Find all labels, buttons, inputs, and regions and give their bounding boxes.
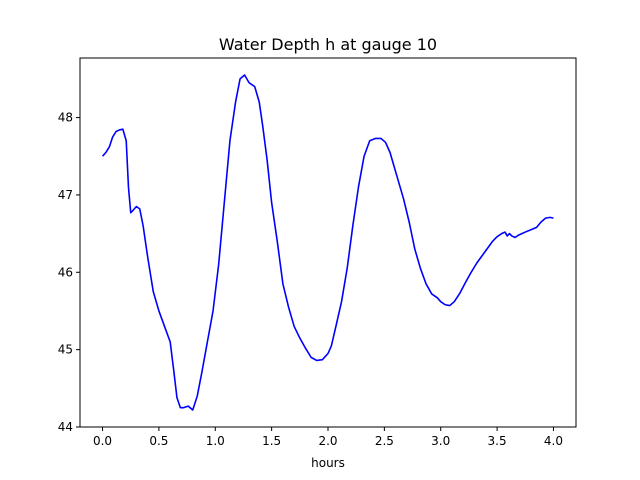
y-tick-label: 45 [58,343,73,357]
y-tick-label: 46 [58,265,73,279]
x-tick-label: 0.0 [93,434,112,448]
y-tick-label: 44 [58,420,73,434]
y-tick-label: 47 [58,188,73,202]
y-tick-label: 48 [58,111,73,125]
x-tick-label: 0.5 [149,434,168,448]
y-axis-ticks: 44 45 46 47 48 [58,111,80,434]
x-axis-label: hours [311,456,345,470]
x-tick-label: 2.0 [318,434,337,448]
series-line-0 [101,74,554,411]
x-tick-label: 2.5 [375,434,394,448]
x-tick-label: 1.0 [206,434,225,448]
x-tick-label: 4.0 [544,434,563,448]
plot-area [101,74,554,411]
x-tick-label: 1.5 [262,434,281,448]
x-tick-label: 3.0 [431,434,450,448]
x-tick-label: 3.5 [488,434,507,448]
axes-frame [79,57,577,428]
chart-title: Water Depth h at gauge 10 [219,35,437,54]
x-axis-ticks: 0.0 0.5 1.0 1.5 2.0 2.5 3.0 3.5 4.0 [93,427,563,448]
